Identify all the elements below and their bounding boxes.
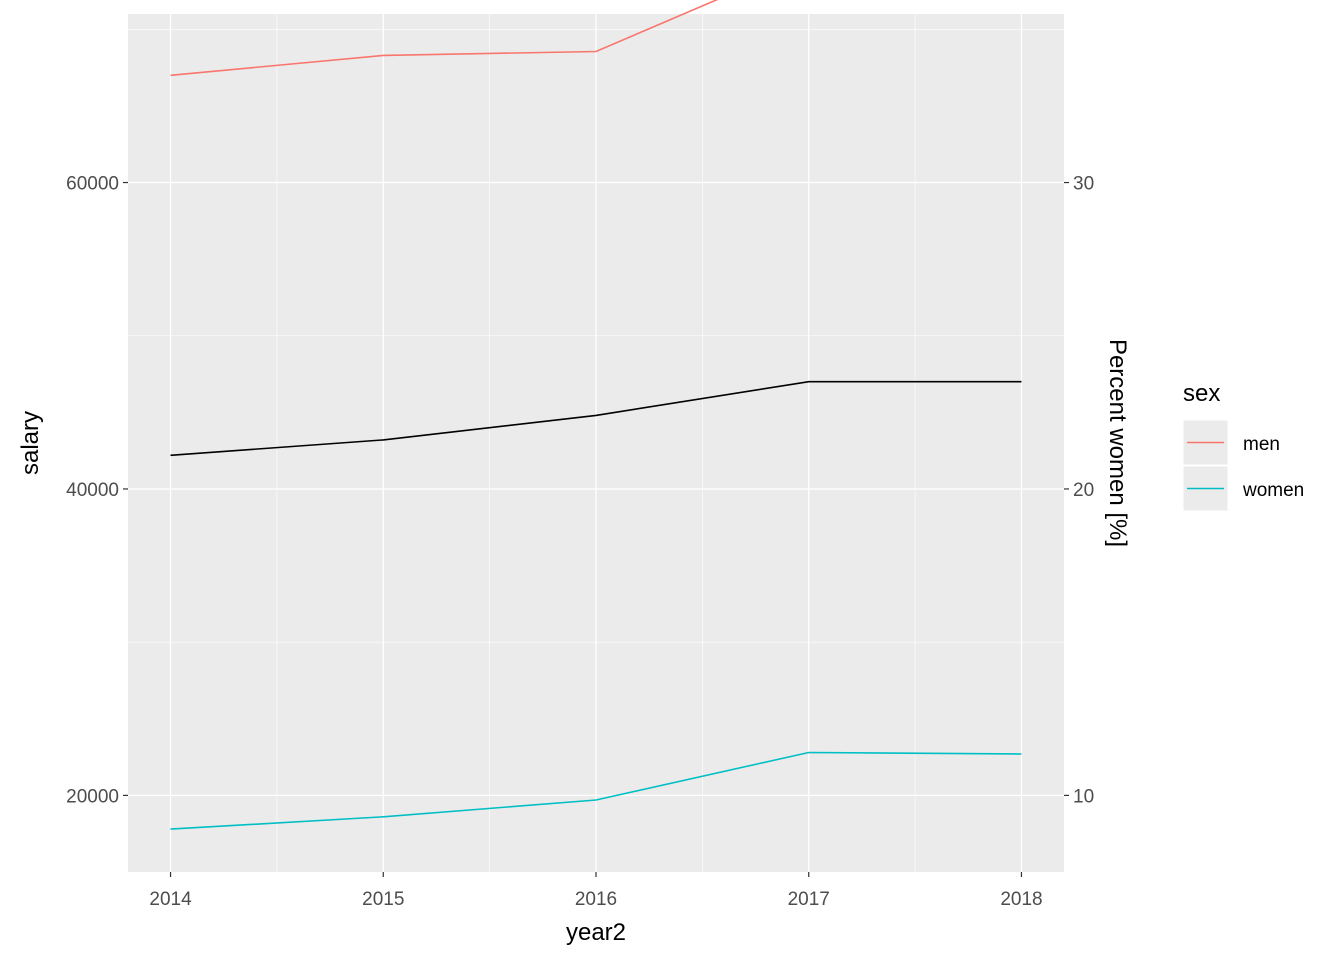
y-axis-title: salary — [17, 411, 44, 475]
x-axis-title: year2 — [566, 919, 626, 946]
series-line-percent-women — [170, 380, 1022, 457]
series-line-men — [170, 0, 719, 77]
y2-tick-label: 30 — [1073, 174, 1094, 195]
legend-label-women: women — [1242, 480, 1304, 501]
series-lines — [170, 0, 1022, 830]
legend-label-men: men — [1243, 434, 1280, 455]
major-gridlines — [128, 14, 1064, 872]
left-axis: 20000 40000 60000 — [66, 174, 128, 807]
x-tick-label: 2017 — [788, 889, 830, 910]
x-tick-label: 2014 — [149, 889, 192, 910]
y-tick-label: 40000 — [66, 480, 119, 501]
bottom-axis: 2014 2015 2016 2017 2018 — [149, 872, 1043, 910]
y-tick-label: 60000 — [66, 174, 119, 195]
y-tick-label: 20000 — [66, 786, 119, 807]
x-tick-label: 2018 — [1000, 889, 1042, 910]
x-tick-label: 2016 — [575, 889, 617, 910]
y2-tick-label: 20 — [1073, 480, 1094, 501]
legend: sex men women — [1182, 380, 1304, 512]
legend-title: sex — [1183, 380, 1220, 407]
y2-axis-title: Percent women [%] — [1104, 339, 1131, 547]
right-axis: 10 20 30 — [1064, 174, 1094, 807]
x-tick-label: 2015 — [362, 889, 404, 910]
y2-tick-label: 10 — [1073, 786, 1094, 807]
series-line-women — [170, 751, 1022, 830]
